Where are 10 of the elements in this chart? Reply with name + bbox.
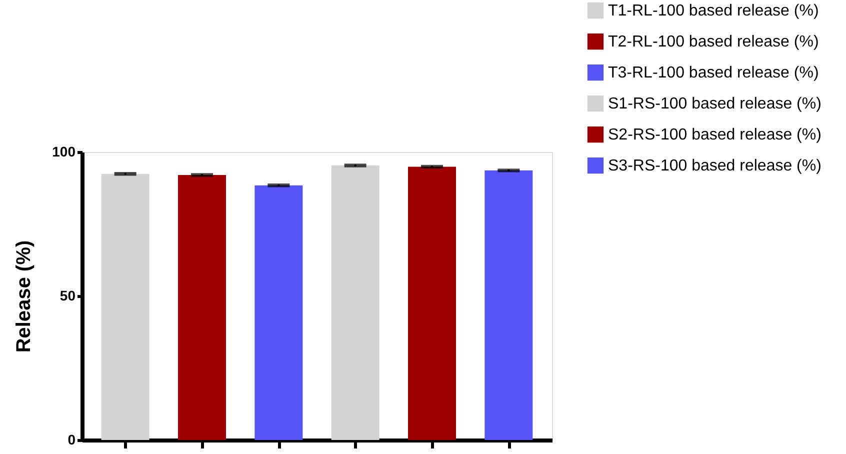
legend-label: S2-RS-100 based release (%) [608, 126, 822, 144]
legend-label: S3-RS-100 based release (%) [608, 158, 822, 174]
legend-label: T1-RL-100 based release (%) [608, 2, 819, 20]
legend-label: T3-RL-100 based release (%) [608, 64, 819, 82]
y-tick-label: 100 [52, 144, 76, 160]
legend-label: S1-RS-100 based release (%) [608, 96, 822, 112]
y-tick-label: 0 [68, 432, 76, 448]
legend-label: T2-RL-100 based release (%) [608, 34, 819, 50]
y-tick-label: 50 [60, 288, 76, 304]
y-axis-title: Release (%) [13, 240, 36, 353]
